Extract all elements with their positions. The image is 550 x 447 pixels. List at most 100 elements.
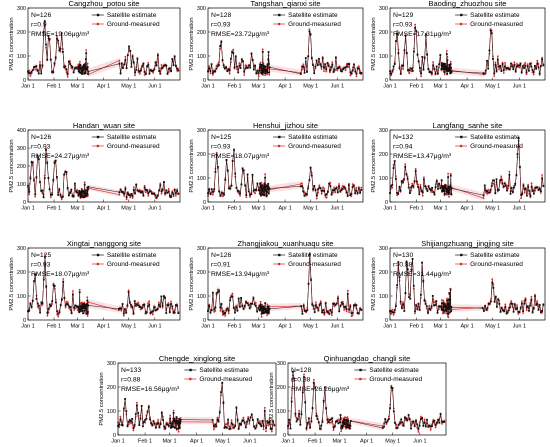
satellite-point [79, 71, 82, 74]
satellite-point [155, 309, 158, 311]
satellite-point [36, 302, 39, 305]
x-tick-label: Jan 1 [201, 84, 214, 90]
satellite-point [318, 186, 321, 189]
satellite-point [343, 186, 345, 189]
satellite-point [82, 189, 84, 192]
x-tick-label: Feb 1 [410, 206, 424, 212]
satellite-point [434, 186, 437, 188]
satellite-point [422, 68, 425, 71]
satellite-point [303, 376, 305, 378]
satellite-point [316, 418, 319, 420]
satellite-point [261, 67, 264, 70]
satellite-point [313, 311, 316, 313]
satellite-point [447, 302, 449, 305]
ground-point [264, 74, 267, 77]
ground-point [536, 300, 539, 303]
satellite-point [481, 307, 484, 310]
satellite-point [393, 63, 396, 65]
satellite-point [126, 304, 129, 307]
satellite-point [407, 414, 410, 416]
legend-ground-label: Ground-measured [107, 143, 160, 150]
satellite-point [160, 67, 163, 70]
satellite-point [345, 419, 348, 421]
satellite-point [347, 420, 350, 422]
satellite-point [147, 406, 150, 408]
legend-ground-label: Ground-measured [470, 143, 523, 150]
satellite-point [85, 304, 87, 307]
satellite-point [176, 190, 178, 192]
satellite-point [159, 305, 161, 308]
satellite-point [82, 312, 84, 315]
satellite-point [445, 190, 447, 193]
satellite-point [255, 189, 258, 191]
ground-point [62, 278, 65, 280]
satellite-point [122, 67, 124, 69]
satellite-point [68, 305, 71, 308]
y-axis-label: PM2.5 concentration [371, 257, 377, 310]
ground-point [172, 409, 175, 412]
ground-point [513, 61, 516, 64]
satellite-point [157, 422, 160, 424]
ground-point [119, 415, 122, 418]
satellite-point [234, 172, 237, 175]
stat-label: r=0.88 [393, 262, 413, 269]
satellite-point [540, 65, 542, 68]
satellite-point [529, 63, 531, 65]
ground-point [216, 416, 219, 419]
satellite-point [79, 310, 82, 312]
satellite-point [219, 45, 221, 47]
satellite-point [63, 173, 65, 176]
satellite-point [320, 190, 323, 192]
satellite-point [515, 174, 518, 177]
satellite-point [81, 196, 84, 198]
satellite-point [62, 195, 64, 198]
satellite-point [333, 189, 335, 192]
ground-point [170, 300, 172, 303]
satellite-point [70, 312, 73, 315]
satellite-point [86, 303, 88, 306]
satellite-point [131, 55, 134, 58]
satellite-point [47, 177, 50, 179]
satellite-point [46, 58, 49, 61]
satellite-point [120, 62, 123, 65]
satellite-point [178, 427, 181, 429]
satellite-point [339, 305, 342, 307]
satellite-point [298, 412, 300, 415]
ground-point [257, 75, 260, 78]
satellite-point [348, 63, 351, 65]
satellite-point [384, 418, 387, 420]
satellite-point [434, 304, 437, 306]
satellite-point [220, 303, 223, 305]
satellite-point [324, 302, 327, 305]
satellite-point [247, 417, 250, 420]
satellite-point [406, 177, 409, 180]
satellite-point [82, 69, 85, 72]
satellite-point [496, 188, 499, 191]
ground-point [390, 74, 393, 76]
satellite-point [131, 418, 134, 420]
ground-point [224, 315, 227, 317]
ground-point [423, 176, 425, 179]
satellite-point [359, 72, 361, 74]
satellite-point [348, 427, 351, 430]
satellite-point [83, 183, 86, 186]
x-tick-label: Jun 1 [513, 206, 526, 212]
stat-label: RMSE=16.56μg/m³ [121, 386, 180, 393]
satellite-point [531, 190, 534, 192]
legend-satellite-label: Satellite estimate [288, 252, 338, 259]
satellite-point [267, 310, 270, 312]
ground-point [264, 173, 266, 176]
ground-point [259, 420, 261, 422]
x-tick-label: Apr 1 [97, 206, 110, 212]
ground-point [39, 61, 41, 63]
satellite-point [79, 63, 82, 66]
satellite-point [218, 290, 220, 292]
satellite-point [538, 304, 541, 306]
plot-frame [389, 129, 546, 203]
satellite-point [423, 421, 426, 424]
satellite-point [411, 420, 414, 423]
satellite-point [127, 291, 130, 293]
satellite-point [429, 70, 432, 73]
satellite-point [340, 301, 343, 304]
satellite-point [264, 72, 267, 75]
